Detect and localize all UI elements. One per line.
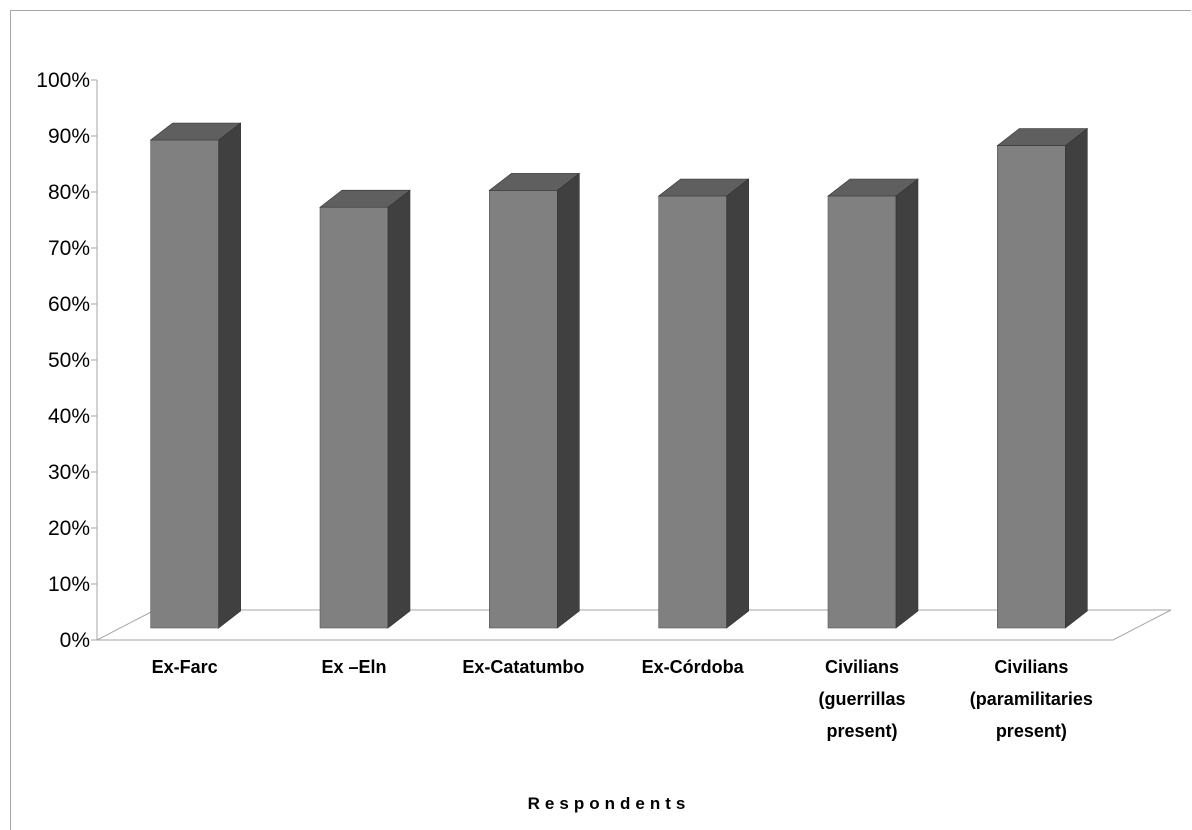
y-tick-label: 70% bbox=[48, 237, 90, 260]
bar bbox=[319, 206, 389, 629]
bar bbox=[827, 195, 897, 629]
bar-side bbox=[387, 189, 411, 629]
x-tick-label-line: Ex-Farc bbox=[152, 657, 218, 677]
x-tick-label: Civilians (guerrillas present) bbox=[818, 657, 905, 741]
y-tick-label: 30% bbox=[48, 461, 90, 484]
x-tick-label: Civilians (paramilitaries present) bbox=[970, 657, 1093, 741]
bar-side bbox=[218, 122, 241, 629]
bar-top bbox=[319, 189, 411, 208]
bar-top bbox=[488, 173, 581, 191]
x-axis-label: Respondents bbox=[528, 794, 691, 813]
y-tick-label: 0% bbox=[60, 629, 90, 652]
chart-floor bbox=[96, 609, 1172, 641]
y-tick-label: 40% bbox=[48, 405, 90, 428]
bar bbox=[658, 195, 727, 629]
bar-top bbox=[827, 178, 919, 197]
x-tick-label-line: present) bbox=[996, 721, 1067, 741]
chart-bars bbox=[149, 122, 1089, 629]
chart-axes bbox=[91, 79, 1172, 641]
bar bbox=[997, 145, 1066, 629]
y-tick-label: 10% bbox=[48, 573, 90, 596]
bar bbox=[150, 139, 219, 629]
x-tick-label-line: Ex –Eln bbox=[321, 657, 386, 677]
bar-top bbox=[149, 122, 242, 141]
bar-top bbox=[657, 178, 750, 197]
chart-labels: 0% 10% 20% 30% 40% 50% 60% 70% 80% 90% 100% Ex-Farc… bbox=[36, 69, 1093, 741]
y-tick-label: 90% bbox=[48, 125, 90, 148]
y-tick-label: 50% bbox=[48, 349, 90, 372]
x-tick-label-line: present) bbox=[826, 721, 897, 741]
x-tick-label-line: (paramilitaries bbox=[970, 689, 1093, 709]
bar-top bbox=[996, 128, 1089, 146]
x-tick-label-line: Civilians bbox=[825, 657, 899, 677]
y-tick-label: 20% bbox=[48, 517, 90, 540]
x-tick-label-line: (guerrillas bbox=[818, 689, 905, 709]
bar bbox=[489, 190, 558, 629]
x-tick-label-line: Ex-Córdoba bbox=[642, 657, 745, 677]
y-tick-label: 60% bbox=[48, 293, 90, 316]
bar-side bbox=[557, 172, 580, 629]
x-tick-label: Ex-Catatumbo bbox=[462, 657, 584, 677]
x-tick-label-line: Civilians bbox=[994, 657, 1068, 677]
x-tick-label: Ex –Eln bbox=[321, 657, 386, 677]
x-tick-label: Ex-Córdoba bbox=[642, 657, 745, 677]
bar-side bbox=[726, 178, 749, 629]
bar-side bbox=[895, 178, 919, 629]
y-tick-label: 100% bbox=[36, 69, 90, 92]
bar-side bbox=[1065, 127, 1088, 629]
chart-frame bbox=[10, 10, 1191, 830]
x-tick-label-line: Ex-Catatumbo bbox=[462, 657, 584, 677]
x-tick-label: Ex-Farc bbox=[152, 657, 218, 677]
y-tick-label: 80% bbox=[48, 181, 90, 204]
